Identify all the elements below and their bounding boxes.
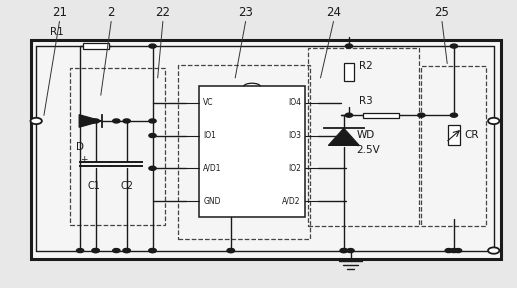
Circle shape <box>450 113 458 117</box>
Circle shape <box>92 249 99 253</box>
Circle shape <box>227 249 234 253</box>
Circle shape <box>340 249 347 253</box>
Text: A/D2: A/D2 <box>282 197 301 206</box>
Text: A/D1: A/D1 <box>203 164 222 173</box>
Circle shape <box>340 249 347 253</box>
Text: CR: CR <box>464 130 479 140</box>
Bar <box>421 66 486 226</box>
Circle shape <box>92 249 99 253</box>
Circle shape <box>488 118 499 124</box>
Circle shape <box>123 119 130 123</box>
Circle shape <box>149 166 156 170</box>
Circle shape <box>149 249 156 253</box>
Circle shape <box>113 119 120 123</box>
Circle shape <box>450 44 458 48</box>
Text: R1: R1 <box>50 27 64 37</box>
Text: WD: WD <box>357 130 375 140</box>
Text: D: D <box>76 142 84 152</box>
Text: C2: C2 <box>120 181 133 191</box>
Text: 2: 2 <box>108 6 115 20</box>
Text: R3: R3 <box>359 96 373 106</box>
Circle shape <box>347 249 354 253</box>
Bar <box>199 86 305 217</box>
Bar <box>344 63 354 81</box>
Text: 25: 25 <box>435 6 449 20</box>
Circle shape <box>418 113 425 117</box>
Text: 21: 21 <box>52 6 67 20</box>
Bar <box>308 48 419 226</box>
Circle shape <box>123 249 130 253</box>
Bar <box>83 43 109 49</box>
Circle shape <box>450 249 458 253</box>
Text: +: + <box>81 155 88 164</box>
Circle shape <box>227 249 234 253</box>
Text: IO4: IO4 <box>288 98 301 107</box>
Circle shape <box>149 134 156 138</box>
Circle shape <box>149 249 156 253</box>
Bar <box>448 125 460 145</box>
Text: C1: C1 <box>88 181 100 191</box>
Text: R2: R2 <box>359 61 373 71</box>
Text: 2.5V: 2.5V <box>357 145 381 155</box>
Circle shape <box>345 113 353 117</box>
Circle shape <box>77 249 84 253</box>
Text: IO3: IO3 <box>288 131 301 140</box>
Text: VC: VC <box>203 98 214 107</box>
Polygon shape <box>79 115 102 127</box>
Circle shape <box>123 249 130 253</box>
Circle shape <box>113 249 120 253</box>
Circle shape <box>445 249 452 253</box>
Text: IO1: IO1 <box>203 131 216 140</box>
Text: IO2: IO2 <box>288 164 301 173</box>
Circle shape <box>149 44 156 48</box>
Text: GND: GND <box>203 197 221 206</box>
Bar <box>70 68 165 225</box>
Text: 22: 22 <box>155 6 171 20</box>
Circle shape <box>149 119 156 123</box>
Bar <box>31 40 501 259</box>
Circle shape <box>31 118 42 124</box>
Text: 23: 23 <box>238 6 253 20</box>
Circle shape <box>454 249 462 253</box>
Bar <box>363 113 399 118</box>
Text: 24: 24 <box>326 6 341 20</box>
Circle shape <box>488 247 499 254</box>
Polygon shape <box>328 128 359 145</box>
Circle shape <box>345 44 353 48</box>
Circle shape <box>92 119 99 123</box>
Bar <box>178 65 310 239</box>
